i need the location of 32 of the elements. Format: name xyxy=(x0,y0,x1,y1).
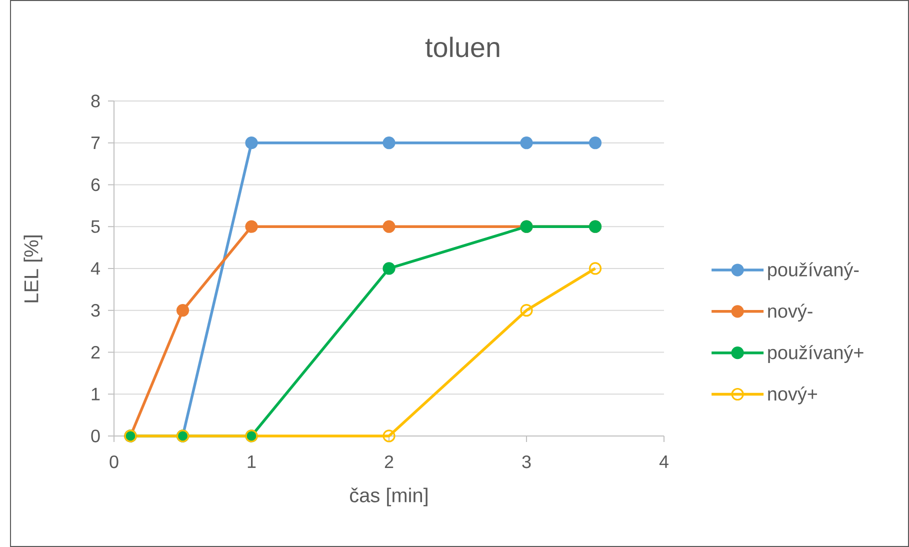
y-tick-label: 0 xyxy=(91,430,100,442)
point xyxy=(382,430,396,442)
point xyxy=(382,220,396,233)
y-tick-label: 3 xyxy=(91,304,100,317)
y-tick-label: 1 xyxy=(92,388,100,400)
x-tick-label: 4 xyxy=(659,456,668,468)
y-tick-label: 8 xyxy=(91,94,100,108)
point xyxy=(588,262,602,275)
x-tick-label: 1 xyxy=(248,456,256,468)
point xyxy=(382,136,396,150)
legend-label: nový+ xyxy=(768,386,818,404)
y-tick-label: 5 xyxy=(91,220,100,233)
point xyxy=(382,262,396,275)
x-tick-label: 0 xyxy=(110,455,118,468)
chart-title: toluen xyxy=(425,36,500,58)
point xyxy=(588,136,602,150)
point xyxy=(520,304,533,317)
y-axis-title: LEL [%] xyxy=(24,236,42,302)
point xyxy=(245,220,258,233)
point xyxy=(245,136,258,150)
y-tick-label: 6 xyxy=(91,178,100,192)
y-tick-label: 4 xyxy=(90,262,100,275)
x-tick-label: 3 xyxy=(522,455,531,468)
legend-label: používaný- xyxy=(768,262,859,280)
x-axis-title: čas [min] xyxy=(350,488,428,506)
legend-label: nový- xyxy=(768,304,812,322)
legend-label: používaný+ xyxy=(768,345,864,363)
y-tick-label: 2 xyxy=(91,346,100,358)
point xyxy=(176,304,190,317)
point xyxy=(520,136,533,150)
x-tick-label: 2 xyxy=(384,455,394,468)
y-tick-label: 7 xyxy=(91,136,100,150)
